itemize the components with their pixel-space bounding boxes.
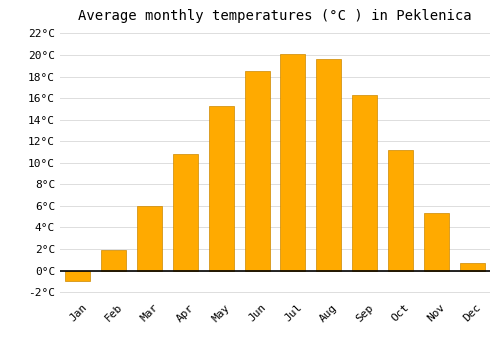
Title: Average monthly temperatures (°C ) in Peklenica: Average monthly temperatures (°C ) in Pe… [78, 9, 472, 23]
Bar [244, 71, 270, 271]
Bar [66, 271, 90, 281]
Bar [208, 106, 234, 271]
Bar [137, 206, 162, 271]
Bar [173, 154, 198, 271]
Bar [280, 54, 305, 271]
Bar [388, 150, 413, 271]
Bar [352, 95, 377, 271]
Bar [316, 59, 342, 271]
Bar [424, 214, 449, 271]
Bar [460, 263, 484, 271]
Bar [101, 250, 126, 271]
